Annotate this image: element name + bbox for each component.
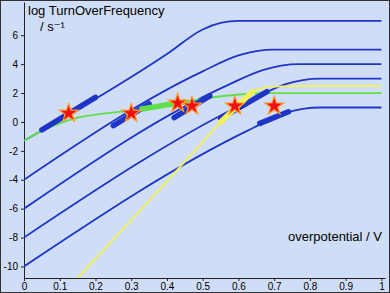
x-axis-title: overpotential / V bbox=[288, 229, 382, 244]
line bbox=[24, 21, 381, 141]
x-tick-label: 0.3 bbox=[125, 281, 139, 292]
y-tick: -10 bbox=[4, 261, 24, 272]
x-tick: 0.1 bbox=[53, 278, 67, 292]
line bbox=[24, 93, 381, 141]
y-axis-title: log TurnOverFrequency bbox=[28, 3, 165, 18]
y-tick: 2 bbox=[12, 88, 24, 99]
y-tick-mark bbox=[21, 238, 24, 239]
y-tick-label: 2 bbox=[12, 88, 18, 99]
marker bbox=[225, 96, 244, 114]
x-tick: 0.3 bbox=[125, 278, 139, 292]
y-tick-mark bbox=[21, 180, 24, 181]
x-tick-label: 0.7 bbox=[268, 281, 282, 292]
y-tick: 6 bbox=[12, 30, 24, 41]
y-tick-mark bbox=[21, 35, 24, 36]
x-axis: 0 0.1 0.2 0.3 0.4 0.5 0.6 0.7 0.8 0.9 1 bbox=[22, 278, 386, 292]
y-tick-mark bbox=[21, 64, 24, 65]
plot-area bbox=[24, 21, 381, 278]
y-tick-mark bbox=[21, 151, 24, 152]
line-highlight bbox=[42, 97, 96, 130]
labels: log TurnOverFrequency/ s⁻¹ overpotential … bbox=[28, 3, 382, 244]
x-tick: 0.8 bbox=[303, 278, 317, 292]
y-axis-title: / s⁻¹ bbox=[40, 19, 66, 34]
line bbox=[24, 107, 381, 266]
y-tick-mark bbox=[21, 122, 24, 123]
y-tick: -6 bbox=[9, 203, 24, 214]
y-tick: -8 bbox=[9, 232, 24, 243]
y-axis: -10 -8 -6 -4 -2 0 2 4 6 bbox=[4, 3, 25, 279]
x-tick-label: 0 bbox=[22, 281, 28, 292]
marker bbox=[183, 96, 202, 114]
line-highlight bbox=[260, 112, 289, 124]
x-axis-line bbox=[25, 278, 386, 279]
line bbox=[24, 50, 381, 180]
line bbox=[78, 86, 382, 278]
x-tick-label: 0.6 bbox=[232, 281, 246, 292]
y-tick: -4 bbox=[9, 174, 24, 185]
y-tick-label: 6 bbox=[12, 30, 18, 41]
x-tick: 1 bbox=[379, 278, 385, 292]
y-tick-label: -4 bbox=[9, 174, 18, 185]
marker bbox=[122, 103, 141, 121]
x-tick: 0.7 bbox=[268, 278, 282, 292]
x-tick-label: 0.5 bbox=[196, 281, 210, 292]
x-tick: 0.5 bbox=[196, 278, 210, 292]
x-tick-label: 0.8 bbox=[303, 281, 317, 292]
x-tick: 0.9 bbox=[339, 278, 353, 292]
y-tick-mark bbox=[21, 209, 24, 210]
x-tick-label: 0.2 bbox=[89, 281, 103, 292]
marker bbox=[59, 103, 78, 121]
y-tick: 4 bbox=[12, 59, 24, 70]
x-tick-label: 0.9 bbox=[339, 281, 353, 292]
x-tick: 0.2 bbox=[89, 278, 103, 292]
y-tick-label: -10 bbox=[4, 261, 19, 272]
background bbox=[1, 1, 390, 293]
x-tick-label: 1 bbox=[379, 281, 385, 292]
y-tick: 0 bbox=[12, 117, 24, 128]
marker bbox=[168, 93, 187, 111]
x-tick: 0.4 bbox=[161, 278, 175, 292]
x-tick: 0.6 bbox=[232, 278, 246, 292]
y-tick-label: -2 bbox=[9, 146, 18, 157]
x-tick: 0 bbox=[22, 278, 28, 292]
y-tick-label: 0 bbox=[12, 117, 18, 128]
y-tick-mark bbox=[21, 266, 24, 267]
y-tick-mark bbox=[21, 93, 24, 94]
marker bbox=[265, 96, 284, 114]
line bbox=[24, 79, 381, 238]
y-tick-label: 4 bbox=[12, 59, 18, 70]
x-tick-label: 0.1 bbox=[53, 281, 67, 292]
y-tick-label: -8 bbox=[9, 232, 18, 243]
x-tick-label: 0.4 bbox=[161, 281, 175, 292]
y-tick-label: -6 bbox=[9, 203, 18, 214]
y-tick: -2 bbox=[9, 146, 24, 157]
line-highlight bbox=[221, 92, 253, 122]
